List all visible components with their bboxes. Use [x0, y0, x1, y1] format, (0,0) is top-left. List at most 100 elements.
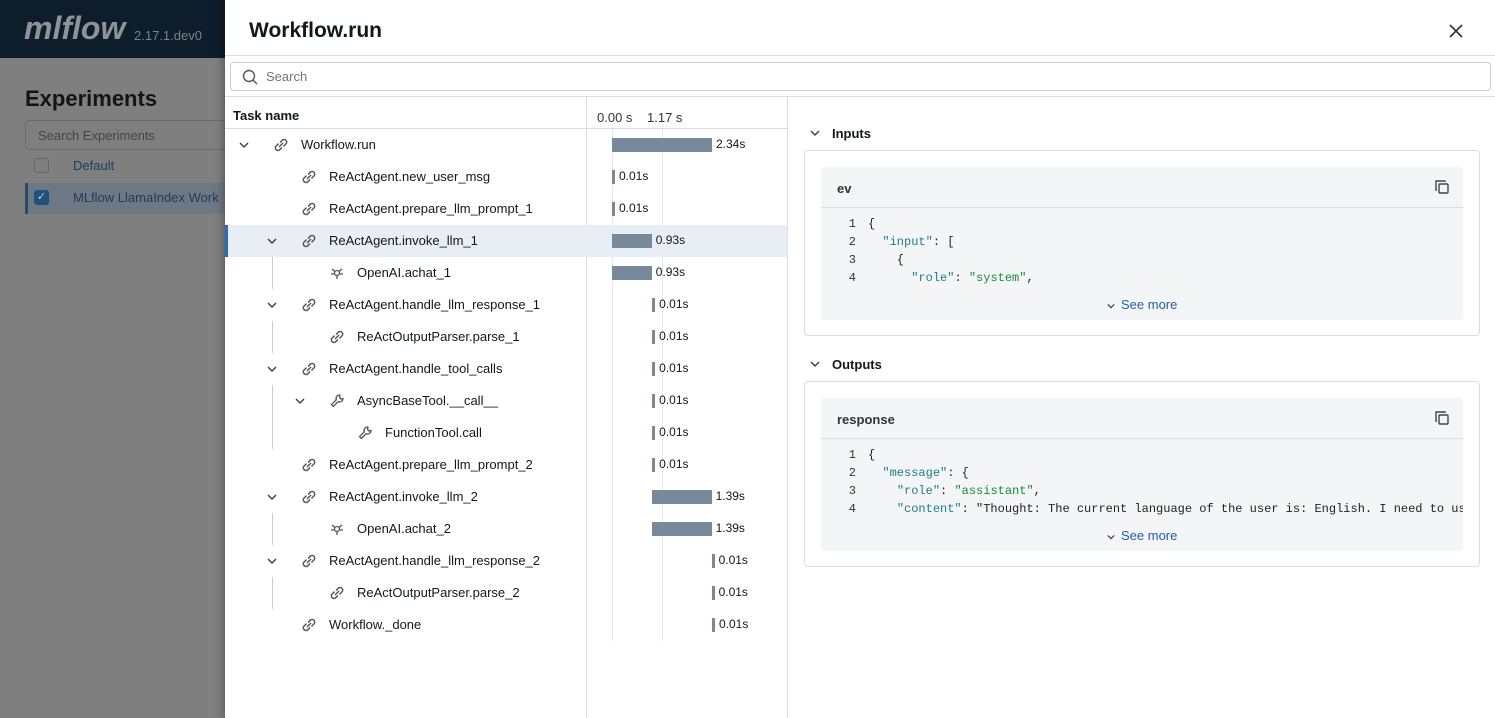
search-icon: [242, 69, 258, 85]
chevron[interactable]: [264, 361, 280, 377]
span-name[interactable]: AsyncBaseTool.__call__: [357, 393, 498, 408]
span-icon: [274, 138, 288, 152]
search-box[interactable]: Search Experiments: [25, 120, 235, 150]
section-box: response 1 {2 "message": {3 "role": "assis…: [804, 381, 1480, 567]
duration-label: 0.93s: [655, 233, 686, 247]
timeline-tick-label: 0.00 s: [597, 110, 633, 125]
experiment[interactable]: MLflow LlamaIndex Work: [73, 190, 219, 205]
duration-label: 0.01s: [718, 553, 748, 567]
tree-line: [272, 257, 273, 289]
line-number: 1: [848, 448, 856, 462]
code-line: {: [868, 253, 905, 267]
code-line: {: [868, 448, 876, 462]
span-bar: [652, 426, 656, 440]
checkbox[interactable]: ✓: [34, 190, 49, 205]
span-bar: [652, 394, 656, 408]
span-icon: [330, 394, 344, 408]
span-icon: [302, 202, 316, 216]
see-more[interactable]: See more: [1121, 297, 1178, 312]
span-icon: [302, 298, 316, 312]
chevron[interactable]: [264, 489, 280, 505]
tree-line: [272, 321, 273, 353]
span-icon: [358, 426, 372, 440]
line-number: 3: [848, 484, 856, 498]
chevron[interactable]: [1105, 531, 1118, 544]
span-name[interactable]: Workflow._done: [329, 617, 422, 632]
span-name[interactable]: FunctionTool.call: [385, 425, 482, 440]
span-bar: [612, 138, 712, 152]
span-icon: [330, 330, 344, 344]
span-bar: [711, 586, 715, 600]
duration-label: 0.01s: [659, 425, 689, 439]
chevron[interactable]: [807, 356, 823, 372]
chevron[interactable]: [264, 233, 280, 249]
version: 2.17.1.dev0: [134, 28, 202, 43]
span-name[interactable]: OpenAI.achat_2: [357, 521, 451, 536]
divider: [586, 97, 587, 718]
span-bar: [652, 362, 656, 376]
divider: [225, 55, 1495, 56]
code-line: "input": [: [882, 235, 955, 249]
code-line: "role": "assistant",: [896, 484, 1041, 498]
span-bar: [712, 618, 715, 632]
span-icon: [302, 170, 316, 184]
selected-experiment: [25, 183, 225, 214]
span-name[interactable]: ReActAgent.prepare_llm_prompt_1: [329, 201, 533, 216]
span-name[interactable]: ReActAgent.handle_tool_calls: [329, 361, 503, 376]
line-number: 2: [848, 466, 856, 480]
duration-label: 0.01s: [659, 457, 689, 471]
span-name[interactable]: ReActAgent.invoke_llm_2: [329, 489, 478, 504]
span-name[interactable]: Workflow.run: [301, 137, 376, 152]
trace-tree: 0.00 s 1.17 s Workflow.run 2.34s ReActAgent.…: [225, 0, 788, 718]
span-name[interactable]: ReActAgent.new_user_msg: [329, 169, 491, 184]
span-bar: [612, 202, 615, 216]
checkbox[interactable]: [34, 158, 49, 173]
line-number: 3: [848, 253, 856, 267]
duration-label: 0.01s: [619, 169, 649, 183]
span-bar: [711, 554, 715, 568]
divider: [787, 97, 788, 718]
chevron[interactable]: [264, 553, 280, 569]
span-bar: [612, 266, 652, 280]
span-name[interactable]: ReActAgent.prepare_llm_prompt_2: [329, 457, 533, 472]
experiment[interactable]: Default: [73, 158, 115, 173]
tree-line: [272, 385, 273, 449]
span-name[interactable]: ReActOutputParser.parse_2: [357, 585, 520, 600]
tree-header: Task name: [233, 108, 300, 123]
divider: [225, 96, 1495, 97]
span-icon: [302, 618, 316, 632]
span-name[interactable]: OpenAI.achat_1: [357, 265, 451, 280]
span-icon: [331, 524, 343, 535]
line-number: 2: [848, 235, 856, 249]
search-input[interactable]: [230, 62, 1491, 91]
heading: Experiments: [25, 86, 158, 111]
divider: [225, 128, 787, 129]
close-button[interactable]: [1449, 24, 1463, 38]
logo: mlflow: [24, 10, 126, 46]
chevron[interactable]: [1105, 300, 1118, 313]
code-line: "content": "Thought: The current languag…: [896, 502, 1463, 516]
chevron[interactable]: [807, 125, 823, 141]
duration-label: 0.01s: [659, 297, 689, 311]
span-bar: [652, 298, 656, 312]
span-icon: [302, 362, 316, 376]
chevron[interactable]: [236, 137, 252, 153]
span-name[interactable]: ReActAgent.handle_llm_response_1: [329, 297, 541, 312]
duration-label: 0.01s: [718, 585, 748, 599]
span-name[interactable]: ReActAgent.invoke_llm_1: [329, 233, 478, 248]
key-label: ev: [837, 181, 852, 196]
duration-label: 2.34s: [716, 137, 746, 151]
duration-label: 0.01s: [659, 329, 689, 343]
see-more[interactable]: See more: [1121, 528, 1178, 543]
chevron[interactable]: [264, 297, 280, 313]
span-name[interactable]: ReActAgent.handle_llm_response_2: [329, 553, 541, 568]
span-bar: [652, 522, 712, 536]
drawer-title: Workflow.run: [249, 19, 382, 42]
duration-label: 0.01s: [659, 361, 689, 375]
chevron[interactable]: [292, 393, 308, 409]
span-name[interactable]: ReActOutputParser.parse_1: [357, 329, 520, 344]
span-bar: [652, 458, 656, 472]
divider: [821, 207, 1463, 208]
duration-label: 0.01s: [659, 393, 689, 407]
